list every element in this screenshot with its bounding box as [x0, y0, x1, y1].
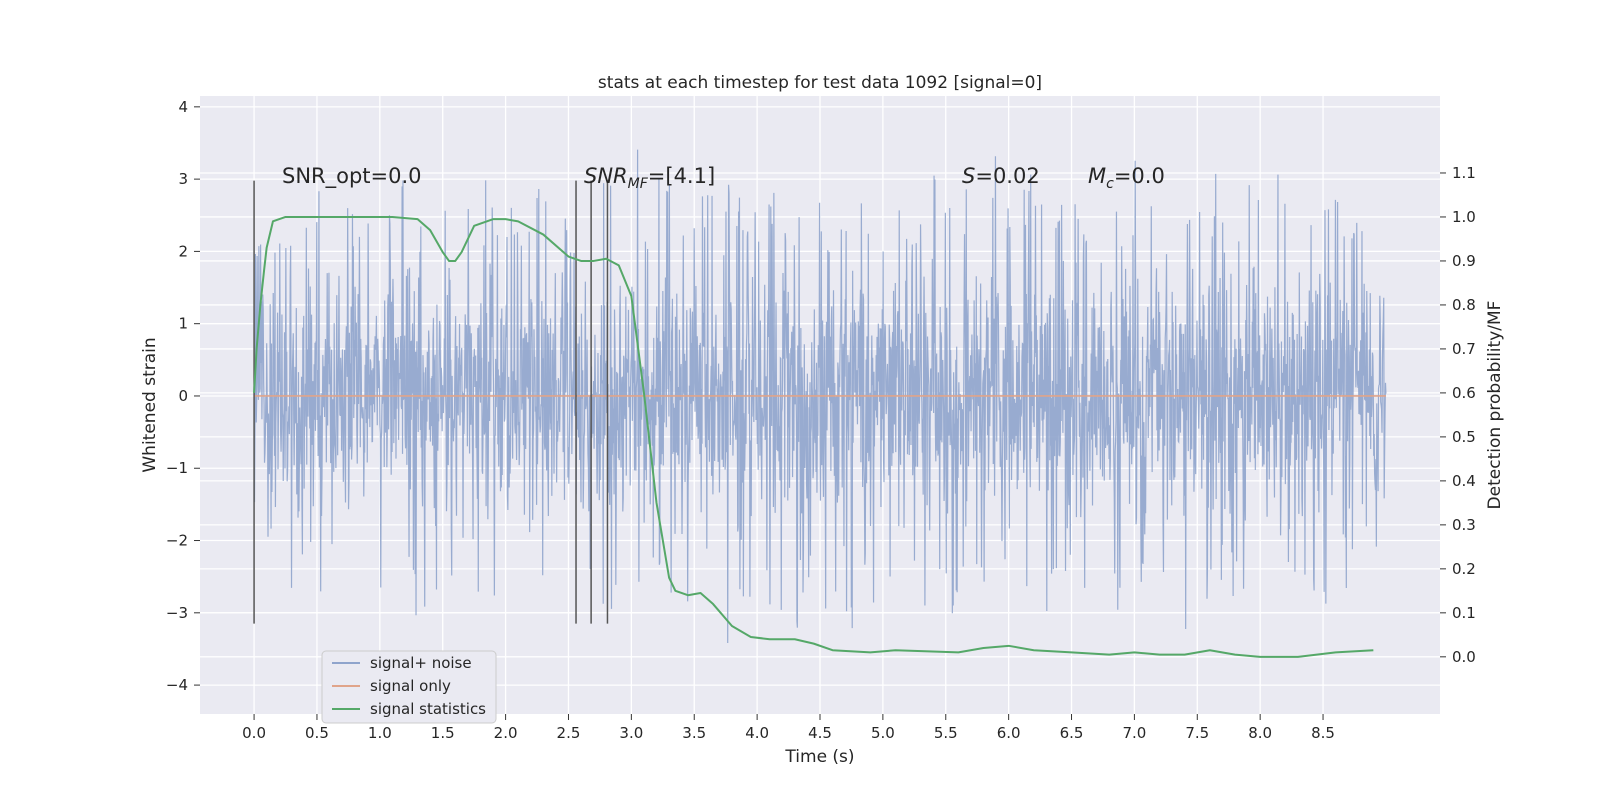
- y2-tick-label: 0.5: [1452, 428, 1476, 446]
- y2-tick-label: 0.4: [1452, 472, 1476, 490]
- y2-tick-label: 0.3: [1452, 516, 1476, 534]
- signal-noise-line: [253, 149, 1387, 644]
- x-tick-label: 0.0: [242, 724, 266, 742]
- mc-value: =0.0: [1114, 164, 1165, 188]
- y-tick-label: 1: [178, 315, 188, 333]
- y-tick-label: 4: [178, 98, 188, 116]
- x-tick-label: 5.5: [934, 724, 958, 742]
- x-axis-label: Time (s): [784, 747, 854, 767]
- snr-opt-annotation: SNR_opt=0.0: [282, 164, 422, 189]
- x-tick-label: 1.0: [368, 724, 392, 742]
- signal-statistics-line: [253, 215, 1374, 658]
- y2-tick-label: 0.9: [1452, 252, 1476, 270]
- mc-subscript: c: [1106, 176, 1114, 192]
- x-tick-label: 1.5: [431, 724, 455, 742]
- signal-statistics-series: [253, 215, 1374, 658]
- y-tick-label: −4: [166, 676, 188, 694]
- legend-label-signal-noise: signal+ noise: [370, 654, 472, 672]
- signal-noise-series: [253, 149, 1387, 644]
- y2-tick-label: 0.7: [1452, 340, 1476, 358]
- y2-tick-label: 1.1: [1452, 164, 1476, 182]
- y-axis-label: Whitened strain: [140, 337, 160, 472]
- y2-tick-label: 0.6: [1452, 384, 1476, 402]
- mc-label: M: [1088, 164, 1106, 188]
- y-tick-label: 2: [178, 242, 188, 260]
- y2-tick-label: 0.1: [1452, 604, 1476, 622]
- y-tick-label: 0: [178, 387, 188, 405]
- y-tick-label: −2: [166, 532, 188, 550]
- y-tick-label: −1: [166, 459, 188, 477]
- y2-tick-label: 0.2: [1452, 560, 1476, 578]
- axis-ticks: 0.0 0.5 1.0 1.5 2.0 2.5 3.0 3.5 4.0 4.5 5.0 5.5 6.0 6…: [166, 98, 1476, 742]
- legend: signal+ noise signal only signal statist…: [321, 650, 497, 724]
- vertical-markers: [253, 180, 609, 624]
- x-tick-label: 8.0: [1248, 724, 1272, 742]
- x-tick-label: 6.5: [1060, 724, 1084, 742]
- x-tick-label: 4.0: [745, 724, 769, 742]
- x-tick-label: 4.5: [808, 724, 832, 742]
- y-tick-label: 3: [178, 170, 188, 188]
- y2-tick-label: 1.0: [1452, 208, 1476, 226]
- chart-title: stats at each timestep for test data 109…: [598, 73, 1042, 93]
- x-tick-label: 7.5: [1185, 724, 1209, 742]
- y2-axis-label: Detection probability/MF: [1485, 301, 1505, 510]
- x-tick-label: 0.5: [305, 724, 329, 742]
- y-tick-label: −3: [166, 604, 188, 622]
- snr-mf-subscript: MF: [628, 176, 649, 192]
- legend-label-signal-statistics: signal statistics: [370, 700, 486, 718]
- x-tick-label: 3.0: [619, 724, 643, 742]
- snr-mf-label: SNR: [584, 164, 628, 188]
- s-label: S: [962, 164, 975, 188]
- snr-mf-value: =[4.1]: [648, 164, 715, 188]
- x-tick-label: 8.5: [1311, 724, 1335, 742]
- x-tick-label: 3.5: [682, 724, 706, 742]
- legend-label-signal-only: signal only: [370, 677, 451, 695]
- x-tick-label: 2.0: [494, 724, 518, 742]
- x-tick-label: 5.0: [871, 724, 895, 742]
- y2-tick-label: 0.0: [1452, 648, 1476, 666]
- y2-tick-label: 0.8: [1452, 296, 1476, 314]
- s-value: =0.02: [975, 164, 1039, 188]
- x-tick-label: 2.5: [557, 724, 581, 742]
- mc-annotation: Mc=0.0: [1088, 164, 1165, 192]
- x-tick-label: 7.0: [1122, 724, 1146, 742]
- snr-mf-annotation: SNRMF=[4.1]: [584, 164, 715, 192]
- legend-box: [321, 650, 497, 724]
- x-tick-label: 6.0: [997, 724, 1021, 742]
- s-annotation: S=0.02: [962, 164, 1040, 188]
